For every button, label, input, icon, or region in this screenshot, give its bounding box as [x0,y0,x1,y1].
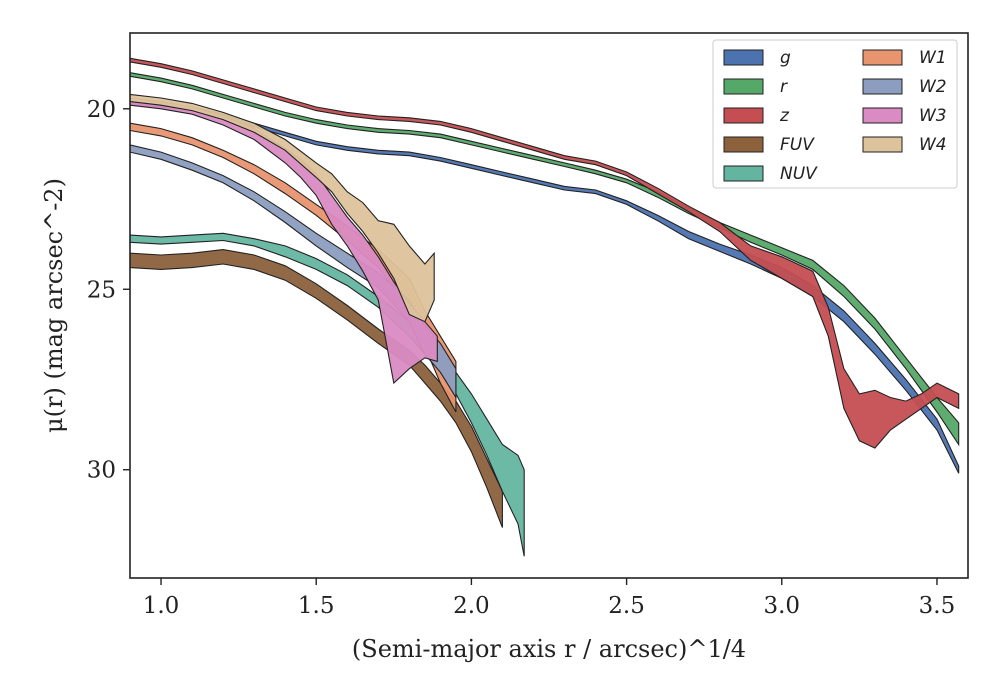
plot-frame [129,32,969,579]
x-tick-label: 3.0 [763,593,800,619]
y-tick-label: 30 [87,458,116,484]
x-tick-label: 2.5 [608,593,645,619]
legend-swatch-w3 [862,107,903,124]
x-tick-label: 1.5 [298,593,335,619]
band-nuv [130,232,525,557]
band-z [130,57,960,449]
legend-label-fuv: FUV [780,135,815,155]
y-axis-ticks: 20 25 30 [87,97,130,484]
band-g [130,101,960,474]
y-tick-label: 25 [87,277,116,303]
legend-label-w3: W3 [919,106,947,126]
x-tick-label: 3.5 [919,593,956,619]
band-r [130,72,960,447]
profile-bands [130,57,960,557]
legend-label-nuv: NUV [780,164,818,184]
legend-swatch-w1 [862,49,903,66]
legend-label-w1: W1 [919,48,947,68]
band-fuv [130,249,503,528]
legend-swatch-nuv [723,165,764,182]
x-axis-ticks: 1.0 1.5 2.0 2.5 3.0 3.5 [143,578,956,619]
y-axis-label: μ(r) (mag arcsec^-2) [40,178,68,433]
band-w2 [130,144,457,400]
x-tick-label: 2.0 [453,593,490,619]
legend-swatch-r [723,78,764,95]
legend-swatch-w4 [862,136,903,153]
legend-swatch-w2 [862,78,903,95]
y-tick-label: 20 [87,97,116,123]
legend-label-w4: W4 [919,135,947,155]
legend-label-g: g [780,48,791,68]
legend: grz FUV NUV W1 W2 W3 W4 [712,39,958,189]
legend-label-r: r [780,77,788,97]
x-tick-label: 1.0 [143,593,180,619]
legend-label-w2: W2 [919,77,947,97]
legend-swatch-g [723,49,764,66]
legend-label-z: z [779,106,790,126]
band-w4 [130,93,435,323]
legend-swatch-z [723,107,764,124]
legend-swatch-fuv [723,136,764,153]
x-axis-label: (Semi-major axis r / arcsec)^1/4 [352,635,746,663]
